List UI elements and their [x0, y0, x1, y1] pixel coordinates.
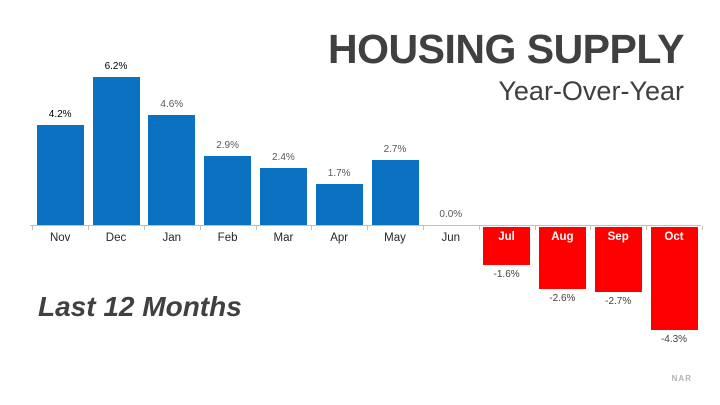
value-label-jan: 4.6%: [160, 99, 184, 111]
bar-nov: [36, 124, 84, 225]
x-axis-tick: [646, 226, 648, 230]
x-axis-line: [30, 225, 701, 227]
bar-apr: [315, 184, 363, 225]
chart-title: HOUSING SUPPLY: [327, 26, 685, 72]
bar-may: [371, 160, 419, 225]
bar-sep: [594, 227, 642, 292]
x-axis-tick: [478, 226, 480, 230]
bar-jan: [148, 115, 196, 225]
month-label-nov: Nov: [49, 232, 71, 244]
month-label-feb: Feb: [217, 232, 238, 244]
x-axis-tick: [143, 226, 145, 230]
month-label-jul: Jul: [498, 231, 515, 243]
bar-mar: [259, 167, 307, 225]
bar-dec: [92, 76, 140, 225]
month-label-mar: Mar: [273, 232, 294, 244]
chart-subtitle: Year-Over-Year: [498, 76, 684, 107]
bar-oct: [650, 227, 698, 330]
x-axis-tick: [590, 226, 592, 230]
x-axis-tick: [255, 226, 257, 230]
month-label-jun: Jun: [441, 232, 461, 244]
x-axis-tick: [701, 226, 703, 230]
x-axis-tick: [422, 226, 424, 230]
x-axis-tick: [311, 226, 313, 230]
bar-feb: [204, 155, 252, 225]
month-label-dec: Dec: [105, 232, 127, 244]
x-axis-tick: [367, 226, 369, 230]
value-label-jul: -1.6%: [493, 269, 520, 281]
month-label-aug: Aug: [551, 231, 574, 243]
value-label-sep: -2.7%: [605, 295, 632, 307]
value-label-apr: 1.7%: [327, 168, 351, 180]
value-label-may: 2.7%: [383, 144, 407, 156]
caption-last-12-months: Last 12 Months: [38, 291, 242, 322]
attribution-nar: NAR: [671, 374, 692, 383]
x-axis-tick: [88, 226, 90, 230]
value-label-feb: 2.9%: [216, 139, 239, 151]
month-label-oct: Oct: [664, 231, 684, 243]
chart-header: HOUSING SUPPLY Year-Over-Year: [327, 26, 685, 107]
bar-jul: [483, 227, 531, 266]
month-label-may: May: [384, 232, 406, 244]
x-axis-tick: [32, 226, 34, 230]
bar-aug: [538, 227, 586, 290]
value-label-dec: 6.2%: [104, 60, 128, 72]
month-label-jan: Jan: [162, 232, 182, 244]
month-label-sep: Sep: [607, 231, 629, 243]
value-label-nov: 4.2%: [48, 108, 72, 120]
x-axis-tick: [534, 226, 536, 230]
value-label-aug: -2.6%: [549, 293, 576, 305]
value-label-jun: 0.0%: [439, 209, 463, 220]
x-axis-tick: [199, 226, 201, 230]
value-label-oct: -4.3%: [660, 333, 688, 345]
value-label-mar: 2.4%: [271, 151, 295, 163]
month-label-apr: Apr: [330, 232, 349, 244]
